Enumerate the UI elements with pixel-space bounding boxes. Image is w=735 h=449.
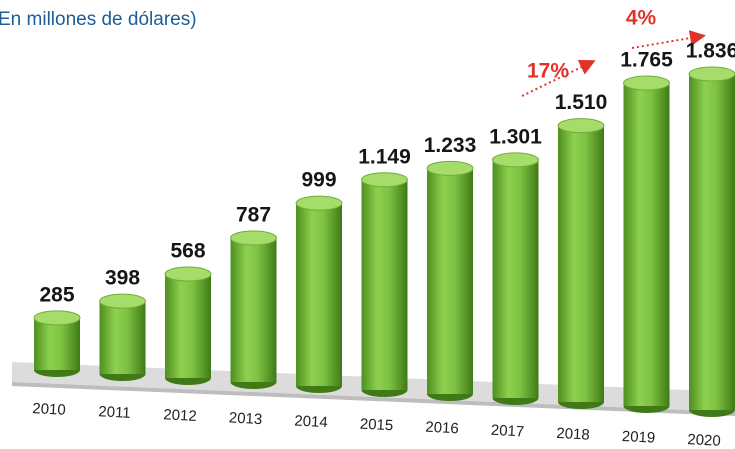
bar	[33, 310, 81, 377]
x-tick-label: 2011	[98, 403, 131, 422]
value-label: 1.233	[424, 134, 477, 157]
annotation: 4%	[626, 7, 657, 30]
x-tick-label: 2018	[556, 425, 590, 444]
bar-top	[623, 75, 670, 91]
bar-top	[492, 152, 539, 168]
bar-body	[361, 179, 408, 390]
bar	[164, 266, 212, 385]
bar-body	[558, 125, 604, 403]
bar	[230, 230, 277, 389]
x-tick-label: 2015	[359, 416, 393, 435]
x-tick-label: 2012	[163, 406, 197, 425]
bar-body	[99, 301, 146, 374]
bar	[99, 293, 146, 381]
bar-top	[164, 266, 212, 282]
bar-body	[492, 159, 539, 398]
bar	[361, 172, 408, 397]
bar	[492, 152, 539, 405]
x-tick-label: 2017	[490, 422, 524, 441]
value-label: 285	[39, 283, 74, 306]
floor-edge	[12, 382, 735, 416]
bar	[688, 66, 735, 417]
bar	[295, 195, 343, 393]
bar-top	[688, 66, 735, 82]
bar	[623, 75, 670, 413]
bar-body	[34, 317, 80, 370]
value-label: 568	[170, 240, 205, 263]
value-label: 398	[105, 267, 140, 290]
arrow	[631, 30, 706, 49]
value-label: 787	[236, 204, 271, 227]
x-tick-label: 2019	[621, 428, 655, 447]
x-tick-label: 2020	[687, 431, 721, 449]
value-label: 999	[301, 169, 336, 192]
x-tick-label: 2013	[228, 409, 262, 428]
value-label: 1.836	[686, 40, 735, 63]
bar-top	[557, 118, 605, 134]
bar-body	[296, 203, 342, 386]
bar-top	[426, 160, 474, 176]
bar	[557, 118, 605, 409]
bar-body	[623, 83, 670, 406]
value-label: 1.765	[620, 49, 673, 72]
bar-top	[295, 195, 343, 211]
bar-top	[99, 293, 146, 309]
x-tick-label: 2014	[294, 413, 328, 432]
bar-top	[361, 172, 408, 188]
value-label: 1.510	[555, 91, 608, 114]
x-tick-label: 2010	[32, 400, 66, 419]
bar-top	[33, 310, 81, 326]
value-label: 1.301	[489, 125, 542, 148]
bar	[426, 160, 474, 401]
bar-body	[230, 237, 277, 382]
bar-body	[165, 274, 211, 378]
bar-top	[230, 230, 277, 246]
x-tick-label: 2016	[425, 419, 459, 438]
subtitle: En millones de dólares)	[0, 9, 197, 30]
bar-body	[427, 168, 473, 394]
annotation: 17%	[527, 60, 569, 83]
value-label: 1.149	[358, 145, 411, 168]
bar-body	[689, 74, 735, 411]
